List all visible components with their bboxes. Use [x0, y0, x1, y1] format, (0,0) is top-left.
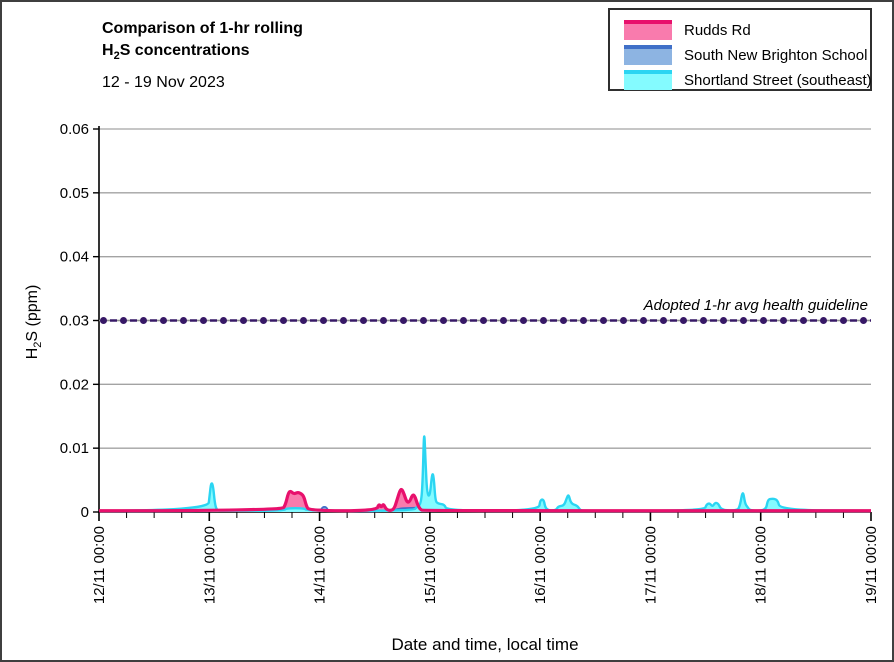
- legend-item-south-new-brighton-school: South New Brighton School: [624, 44, 870, 66]
- y-tick-label: 0.01: [60, 440, 89, 457]
- x-tick-label: 13/11 00:00: [201, 526, 218, 604]
- y-tick-label: 0.03: [60, 313, 89, 330]
- series-line-rudds-rd: [98, 487, 871, 513]
- x-tick-label: 19/11 00:00: [863, 526, 880, 604]
- x-tick-label: 15/11 00:00: [422, 526, 439, 604]
- legend-item-rudds-rd: Rudds Rd: [624, 19, 870, 41]
- series-line-shortland-street-southeast: [98, 435, 872, 512]
- guideline-annotation: Adopted 1-hr avg health guideline: [643, 297, 868, 314]
- y-tick-label: 0: [81, 504, 89, 521]
- chart-title-line2: H2S concentrations: [102, 42, 250, 63]
- y-tick-label: 0.02: [60, 376, 89, 393]
- legend-swatch-rudds-rd: [624, 20, 672, 40]
- x-axis-title: Date and time, local time: [391, 635, 579, 654]
- legend: Rudds Rd South New Brighton School Short…: [608, 8, 872, 91]
- health-guideline-line: [99, 317, 871, 324]
- legend-label: Shortland Street (southeast): [684, 71, 872, 89]
- legend-swatch-south-new-brighton-school: [624, 45, 672, 65]
- x-tick-label: 18/11 00:00: [753, 526, 770, 604]
- y-tick-label: 0.05: [60, 185, 89, 202]
- legend-item-shortland-street: Shortland Street (southeast): [624, 69, 872, 91]
- legend-label: South New Brighton School: [684, 46, 868, 64]
- chart-title: Comparison of 1-hr rolling H2S concentra…: [102, 18, 303, 67]
- x-tick-label: 16/11 00:00: [532, 526, 549, 604]
- x-tick-label: 17/11 00:00: [642, 526, 659, 604]
- chart-title-line1: Comparison of 1-hr rolling: [102, 20, 303, 37]
- legend-label: Rudds Rd: [684, 21, 751, 39]
- y-tick-label: 0.04: [60, 249, 89, 266]
- series-area-rudds-rd: [99, 489, 871, 512]
- gridlines: [99, 128, 871, 449]
- data-series: [98, 435, 872, 513]
- y-tick-label: 0.06: [60, 121, 89, 138]
- chart-subtitle: 12 - 19 Nov 2023: [102, 74, 225, 91]
- x-tick-label: 14/11 00:00: [312, 526, 329, 604]
- x-tick-label: 12/11 00:00: [91, 526, 108, 604]
- legend-swatch-shortland-street: [624, 70, 672, 90]
- tick-labels: 0 0.01 0.02 0.03 0.04 0.05 0.06 12/11 00:00 13/1…: [60, 121, 880, 604]
